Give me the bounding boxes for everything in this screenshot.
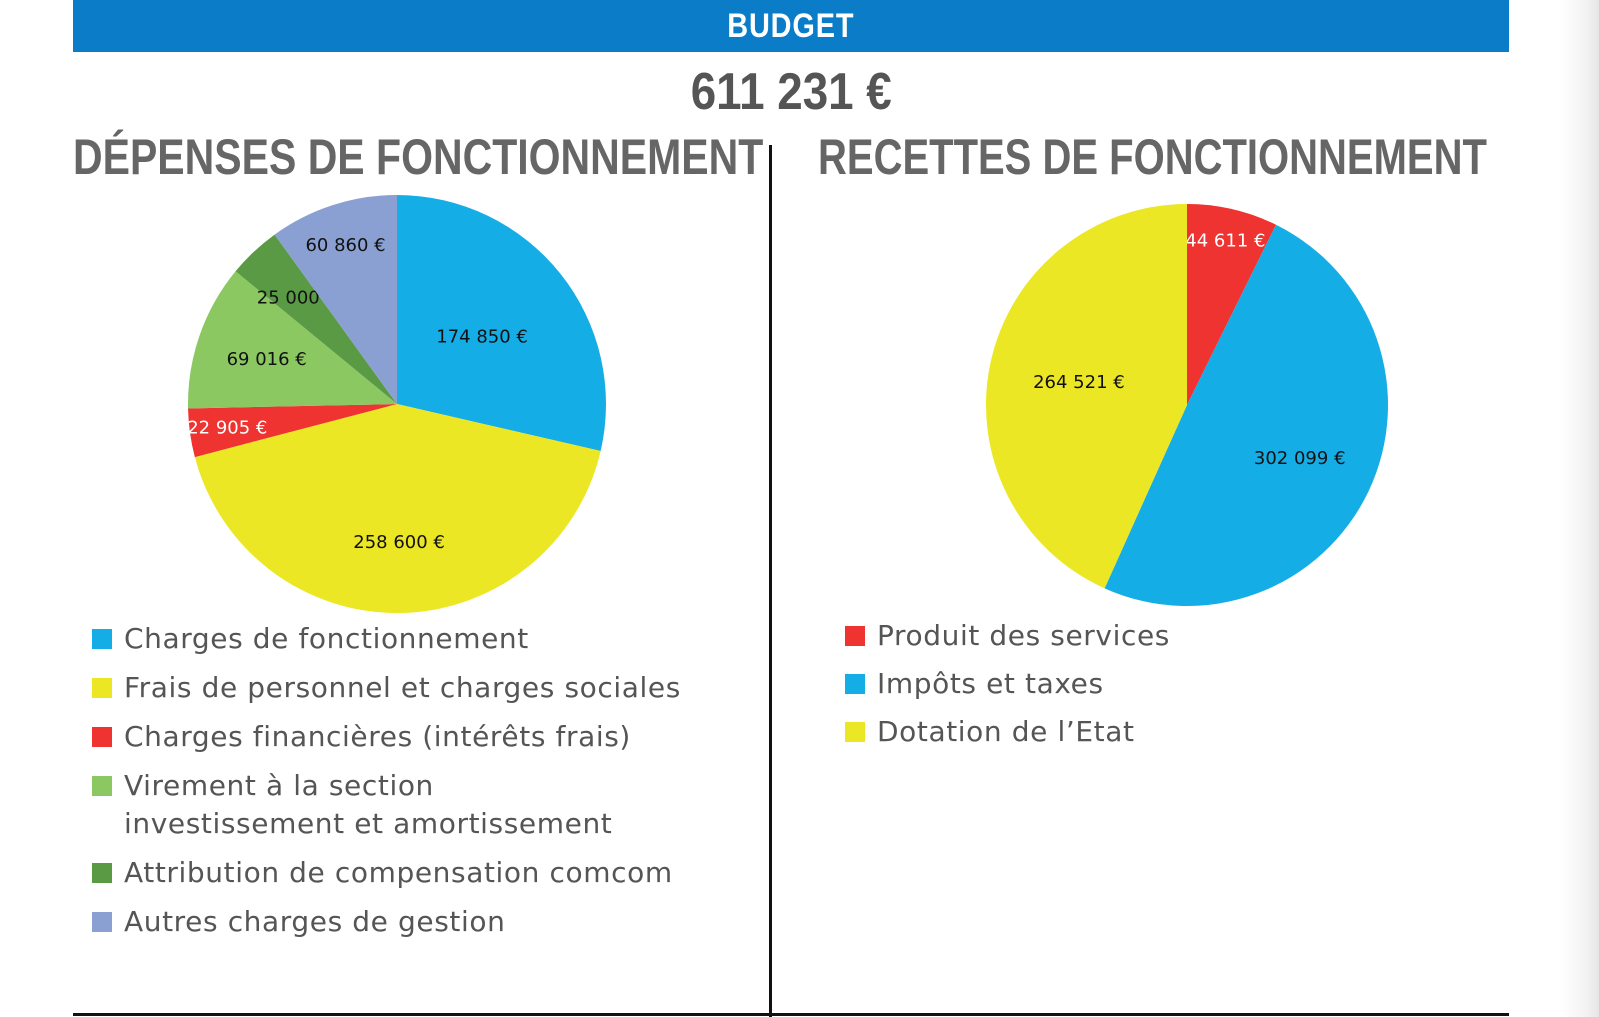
revenues-pie-slice-2 xyxy=(985,204,1187,589)
expenses-legend-item: Autres charges de gestion xyxy=(92,903,732,941)
revenues-legend-item: Impôts et taxes xyxy=(845,665,1345,703)
legend-swatch xyxy=(92,863,112,883)
expenses-pie-label-4: 25 000 € xyxy=(257,287,337,308)
expenses-pie-slice-4 xyxy=(235,234,397,404)
legend-swatch xyxy=(845,674,865,694)
revenues-pie-label-0: 44 611 € xyxy=(1185,231,1265,252)
expenses-legend-item: Charges de fonctionnement xyxy=(92,620,732,658)
legend-swatch xyxy=(845,722,865,742)
expenses-legend: Charges de fonctionnement Frais de person… xyxy=(92,620,732,952)
revenues-pie-slice-1 xyxy=(1104,224,1389,607)
column-divider xyxy=(769,145,772,1017)
expenses-legend-item: Frais de personnel et charges sociales xyxy=(92,669,732,707)
expenses-heading: DÉPENSES DE FONCTIONNEMENT xyxy=(73,129,764,185)
legend-swatch xyxy=(92,776,112,796)
expenses-pie-slice-2 xyxy=(188,404,397,458)
legend-swatch xyxy=(92,629,112,649)
legend-label: Dotation de l’Etat xyxy=(877,715,1135,748)
expenses-pie-slice-3 xyxy=(188,271,397,409)
expenses-pie-label-0: 174 850 € xyxy=(436,326,528,347)
revenues-legend-item: Produit des services xyxy=(845,617,1345,655)
revenues-legend: Produit des services Impôts et taxes Dotat… xyxy=(845,617,1345,761)
expenses-pie-label-5: 60 860 € xyxy=(305,235,385,256)
legend-label: Attribution de compensation comcom xyxy=(124,856,673,889)
expenses-legend-item: Virement à la section investissement et a… xyxy=(92,767,732,843)
legend-label: Charges de fonctionnement xyxy=(124,622,529,655)
expenses-legend-item: Charges financières (intérêts frais) xyxy=(92,718,732,756)
banner-title: BUDGET xyxy=(727,6,855,45)
legend-swatch xyxy=(845,626,865,646)
revenues-pie-label-1: 302 099 € xyxy=(1254,448,1346,469)
expenses-pie-slice-5 xyxy=(274,195,397,404)
legend-label: Virement à la section investissement et a… xyxy=(124,769,613,840)
legend-swatch xyxy=(92,727,112,747)
expenses-pie-slice-1 xyxy=(194,404,601,613)
expenses-pie-label-1: 258 600 € xyxy=(353,532,445,553)
legend-swatch xyxy=(92,912,112,932)
legend-label: Autres charges de gestion xyxy=(124,905,506,938)
expenses-pie-label-3: 69 016 € xyxy=(227,349,307,370)
revenues-pie-slice-0 xyxy=(1187,203,1276,405)
legend-swatch xyxy=(92,678,112,698)
revenues-legend-item: Dotation de l’Etat xyxy=(845,713,1345,751)
revenues-heading: RECETTES DE FONCTIONNEMENT xyxy=(818,129,1487,185)
bottom-rule xyxy=(73,1013,1509,1016)
legend-label: Impôts et taxes xyxy=(877,667,1104,700)
page-edge-shadow xyxy=(1559,0,1599,1017)
budget-banner: BUDGET xyxy=(73,0,1509,52)
expenses-pie-label-2: 22 905 € xyxy=(187,418,267,439)
legend-label: Frais de personnel et charges sociales xyxy=(124,671,681,704)
expenses-legend-item: Attribution de compensation comcom xyxy=(92,854,732,892)
budget-total: 611 231 € xyxy=(0,62,1582,122)
legend-label: Produit des services xyxy=(877,619,1170,652)
legend-label: Charges financières (intérêts frais) xyxy=(124,720,631,753)
revenues-pie-label-2: 264 521 € xyxy=(1033,372,1125,393)
expenses-pie-slice-0 xyxy=(397,195,606,451)
budget-total-amount: 611 231 € xyxy=(690,63,892,121)
